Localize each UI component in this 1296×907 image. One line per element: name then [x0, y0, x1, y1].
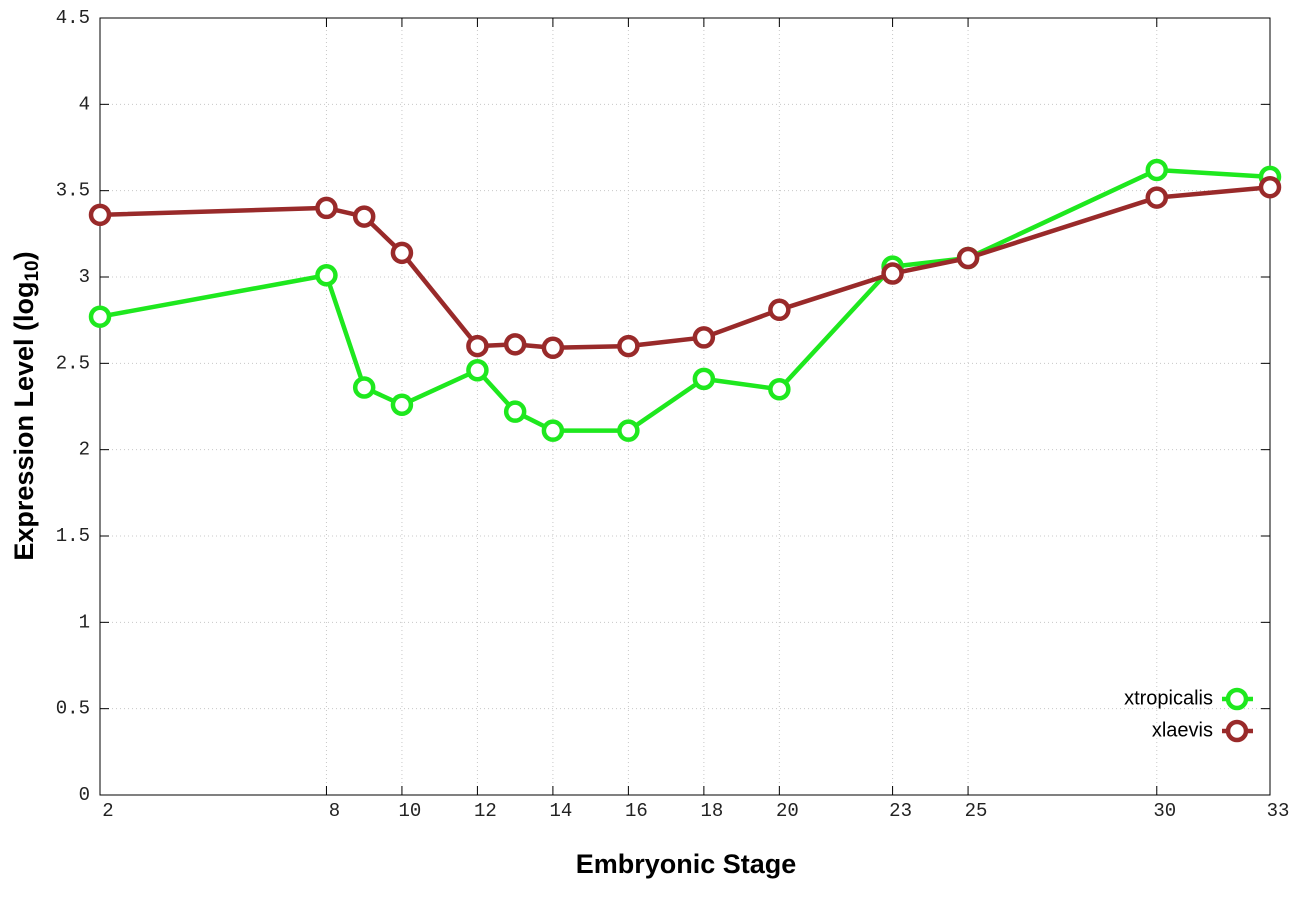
data-point — [503, 400, 527, 423]
data-point — [617, 419, 640, 442]
y-axis-label-end: ) — [9, 251, 39, 260]
x-tick-label: 12 — [474, 800, 497, 822]
x-tick-label: 25 — [965, 800, 988, 822]
data-point — [466, 334, 489, 358]
data-point — [692, 326, 716, 349]
data-point — [315, 264, 338, 287]
data-point — [617, 334, 640, 358]
y-tick-label: 1.5 — [56, 525, 90, 547]
y-tick-label: 3 — [79, 266, 90, 288]
data-point — [956, 246, 980, 270]
x-tick-label: 14 — [549, 800, 572, 822]
legend-marker — [1225, 719, 1249, 743]
data-point — [1145, 186, 1169, 209]
legend-marker — [1225, 687, 1249, 711]
data-point — [352, 376, 376, 399]
y-tick-label: 4 — [79, 93, 90, 115]
x-tick-label: 20 — [776, 800, 799, 822]
data-point — [88, 305, 112, 328]
y-tick-label: 4.5 — [56, 7, 90, 29]
series-line — [99, 184, 1271, 351]
x-tick-label: 10 — [399, 800, 422, 822]
data-point — [503, 333, 527, 356]
x-tick-label: 18 — [700, 800, 723, 822]
data-point — [315, 196, 338, 220]
x-tick-label: 23 — [889, 800, 912, 822]
data-point — [390, 241, 414, 265]
x-tick-label: 2 — [102, 800, 113, 822]
data-point — [881, 262, 904, 285]
y-tick-label: 2.5 — [56, 352, 90, 374]
x-tick-label: 30 — [1153, 800, 1176, 822]
y-tick-label: 3.5 — [56, 180, 90, 202]
y-tick-label: 2 — [79, 439, 90, 461]
x-tick-label: 8 — [329, 800, 340, 822]
data-point — [390, 393, 414, 417]
y-tick-label: 1 — [79, 611, 90, 633]
y-axis-label-subscript: 10 — [22, 260, 43, 281]
data-point — [1145, 158, 1169, 182]
data-point — [692, 367, 716, 391]
data-point — [768, 298, 791, 322]
legend-label: xtropicalis — [1124, 687, 1213, 709]
data-point — [88, 203, 112, 227]
y-tick-label: 0.5 — [56, 698, 90, 720]
x-tick-label: 16 — [625, 800, 648, 822]
data-point — [768, 377, 791, 401]
legend-label: xlaevis — [1152, 719, 1213, 741]
y-axis-label-text: Expression Level (log — [9, 282, 39, 561]
data-point — [1258, 175, 1282, 199]
data-point — [541, 336, 565, 360]
data-point — [352, 205, 376, 228]
data-point — [541, 419, 565, 442]
plot-frame — [99, 17, 1271, 796]
y-axis-label: Expression Level (log10) — [9, 251, 43, 560]
data-point — [466, 358, 489, 382]
y-tick-label: 0 — [79, 784, 90, 806]
x-axis-label: Embryonic Stage — [576, 849, 797, 879]
x-tick-label: 33 — [1267, 800, 1290, 822]
